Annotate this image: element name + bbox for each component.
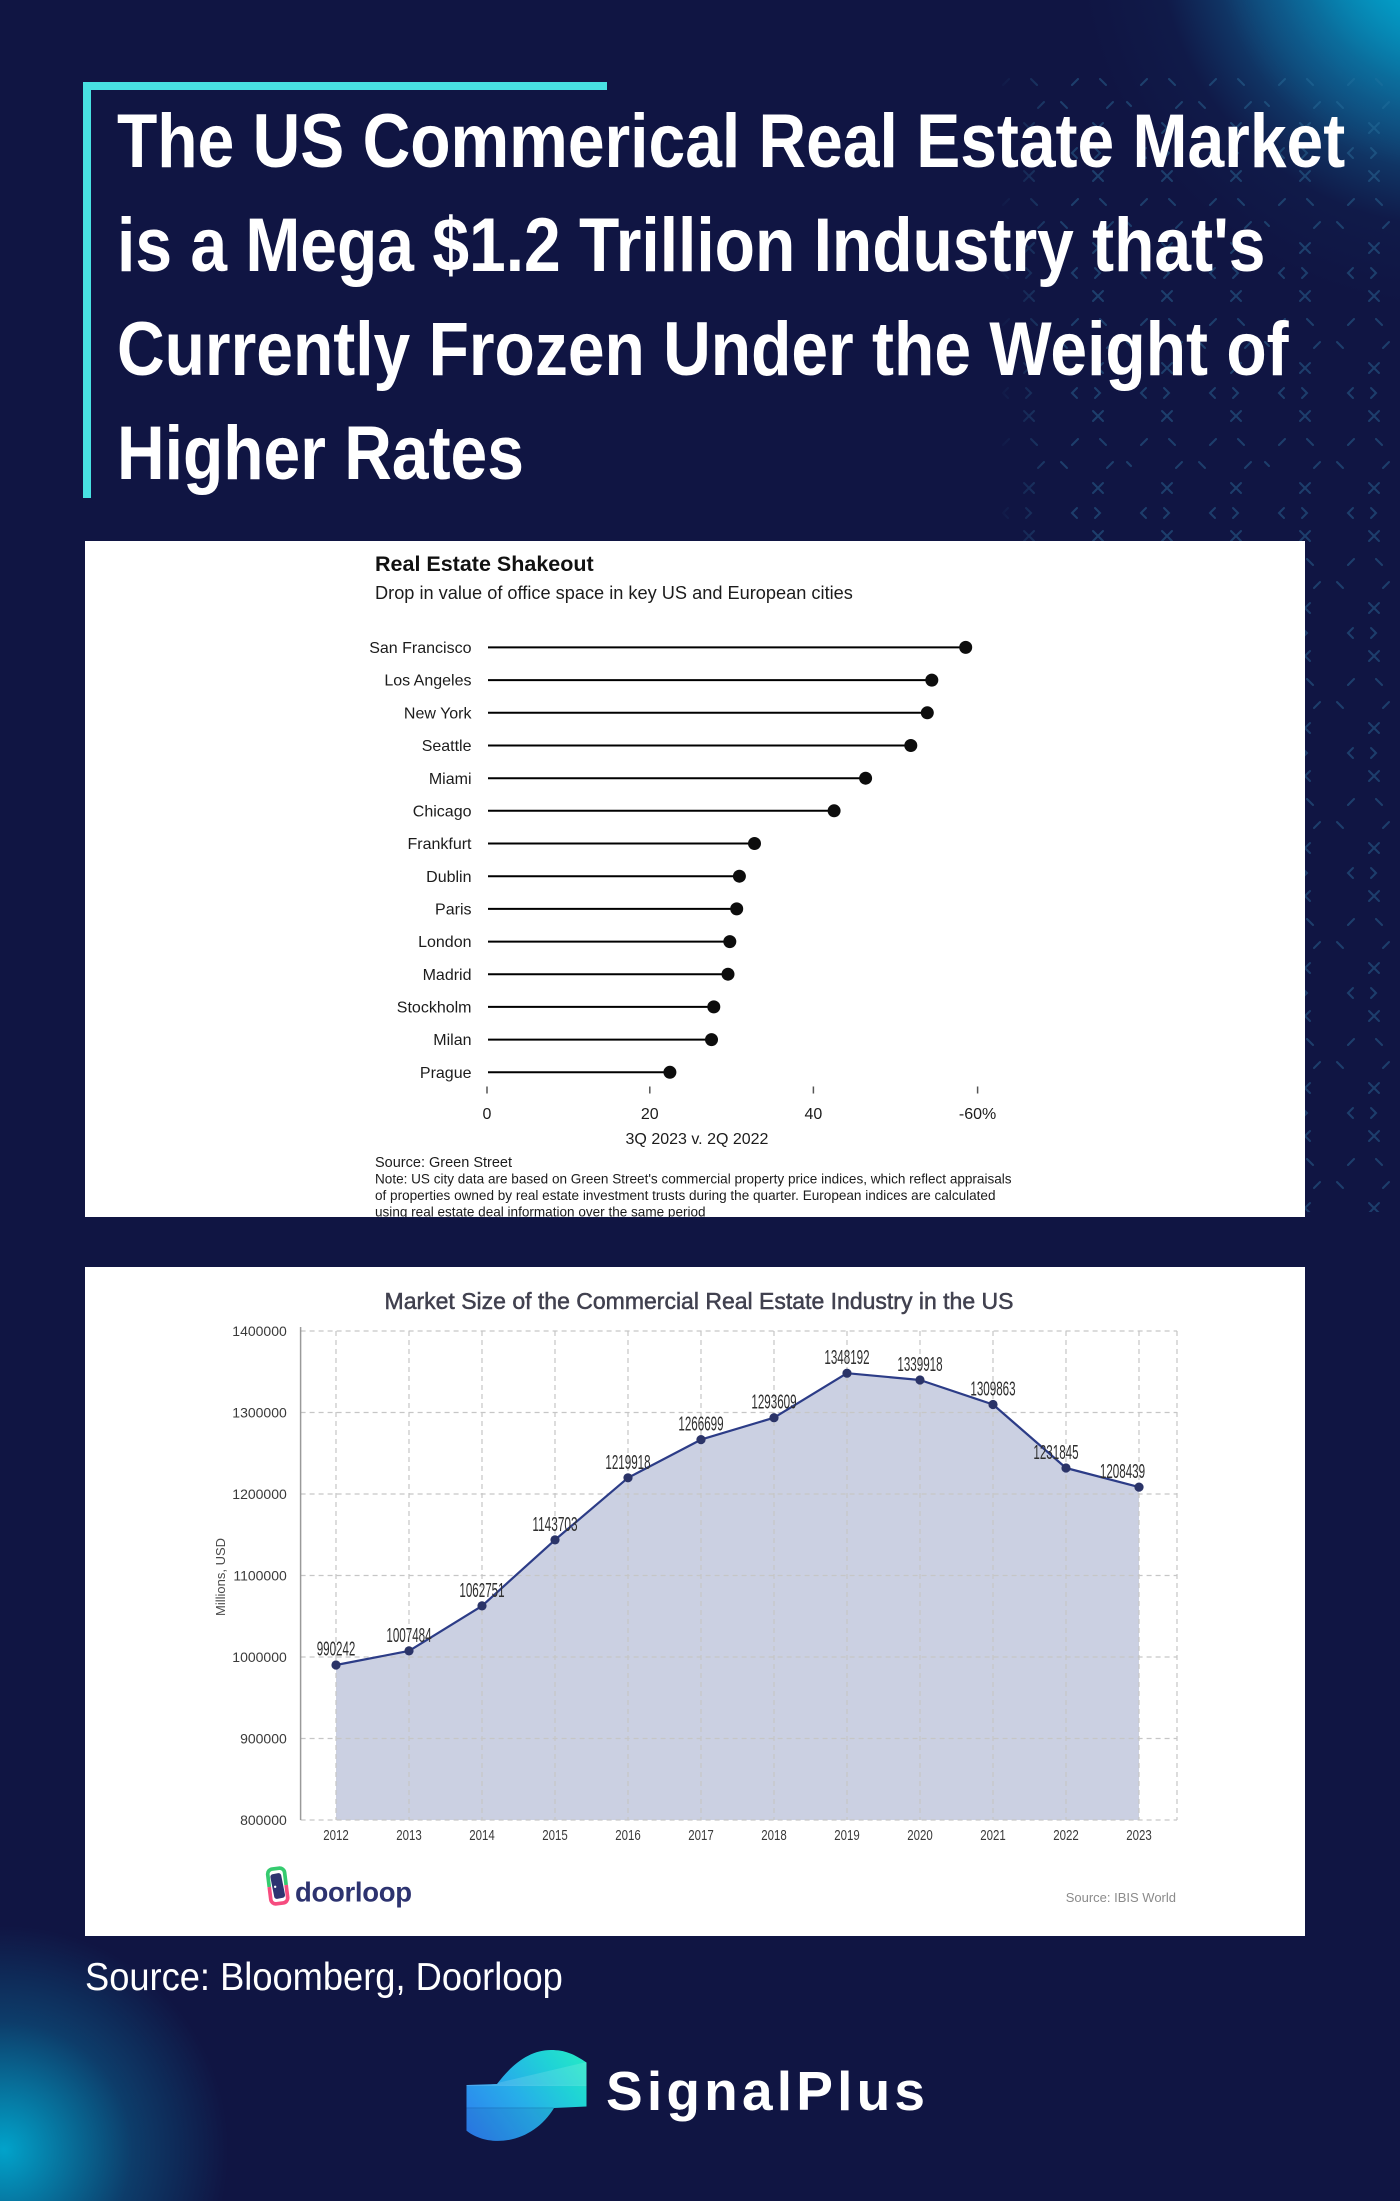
svg-text:1208439: 1208439 [1100, 1461, 1145, 1483]
svg-text:Drop in value of office space: Drop in value of office space in key US … [375, 583, 853, 603]
svg-text:2015: 2015 [542, 1828, 568, 1844]
svg-text:1400000: 1400000 [232, 1323, 287, 1339]
svg-text:1200000: 1200000 [232, 1486, 287, 1502]
svg-text:Dublin: Dublin [426, 869, 471, 886]
svg-text:2013: 2013 [396, 1828, 422, 1844]
svg-text:Source: Green Street: Source: Green Street [375, 1155, 512, 1171]
svg-text:0: 0 [483, 1106, 492, 1123]
svg-text:Prague: Prague [420, 1065, 472, 1082]
svg-text:1231845: 1231845 [1033, 1442, 1078, 1464]
svg-text:2012: 2012 [323, 1828, 349, 1844]
svg-text:2020: 2020 [907, 1828, 933, 1844]
svg-text:Millions, USD: Millions, USD [213, 1538, 228, 1616]
svg-text:London: London [418, 934, 471, 951]
svg-text:Real Estate Shakeout: Real Estate Shakeout [375, 552, 594, 576]
svg-text:1143703: 1143703 [532, 1514, 577, 1536]
svg-text:2021: 2021 [980, 1828, 1006, 1844]
svg-text:Madrid: Madrid [423, 967, 472, 984]
svg-text:1000000: 1000000 [232, 1649, 287, 1665]
svg-text:900000: 900000 [240, 1731, 287, 1747]
svg-text:1300000: 1300000 [232, 1405, 287, 1421]
svg-text:800000: 800000 [240, 1812, 287, 1828]
svg-text:SignalPlus: SignalPlus [606, 2060, 929, 2122]
svg-text:Paris: Paris [435, 902, 471, 919]
svg-text:doorloop: doorloop [295, 1877, 412, 1908]
svg-text:Note: US city data are based o: Note: US city data are based on Green St… [375, 1172, 1012, 1187]
svg-text:Chicago: Chicago [413, 803, 472, 820]
svg-text:Milan: Milan [433, 1032, 471, 1049]
svg-text:2019: 2019 [834, 1828, 860, 1844]
svg-text:-60%: -60% [959, 1106, 996, 1123]
svg-text:1219918: 1219918 [605, 1452, 650, 1474]
svg-text:1100000: 1100000 [233, 1568, 287, 1584]
svg-text:20: 20 [641, 1106, 659, 1123]
svg-text:using real estate deal informa: using real estate deal information over … [375, 1205, 706, 1218]
svg-text:Seattle: Seattle [422, 738, 472, 755]
svg-text:1293609: 1293609 [751, 1392, 796, 1414]
svg-text:Stockholm: Stockholm [397, 1000, 472, 1017]
svg-text:New York: New York [404, 705, 473, 722]
svg-text:Market Size of the Commercial: Market Size of the Commercial Real Estat… [385, 1288, 1014, 1314]
svg-text:2022: 2022 [1053, 1828, 1079, 1844]
svg-text:40: 40 [805, 1106, 823, 1123]
svg-text:Miami: Miami [429, 771, 472, 788]
svg-text:1339918: 1339918 [897, 1354, 942, 1376]
svg-text:2017: 2017 [688, 1828, 714, 1844]
svg-text:Source: IBIS World: Source: IBIS World [1066, 1890, 1176, 1905]
svg-text:1309863: 1309863 [970, 1379, 1015, 1401]
svg-text:Los Angeles: Los Angeles [384, 673, 471, 690]
svg-text:1266699: 1266699 [678, 1414, 723, 1436]
svg-text:990242: 990242 [317, 1639, 356, 1661]
svg-text:Frankfurt: Frankfurt [407, 836, 472, 853]
svg-text:San Francisco: San Francisco [369, 640, 471, 657]
svg-text:2018: 2018 [761, 1828, 787, 1844]
svg-text:1348192: 1348192 [824, 1347, 869, 1369]
svg-text:1062751: 1062751 [459, 1580, 504, 1602]
svg-text:2023: 2023 [1126, 1828, 1152, 1844]
svg-text:of properties owned by real es: of properties owned by real estate inves… [375, 1188, 996, 1203]
svg-text:3Q 2023 v. 2Q 2022: 3Q 2023 v. 2Q 2022 [626, 1131, 769, 1148]
svg-text:2016: 2016 [615, 1828, 641, 1844]
svg-text:2014: 2014 [469, 1828, 495, 1844]
svg-text:1007484: 1007484 [386, 1625, 431, 1647]
